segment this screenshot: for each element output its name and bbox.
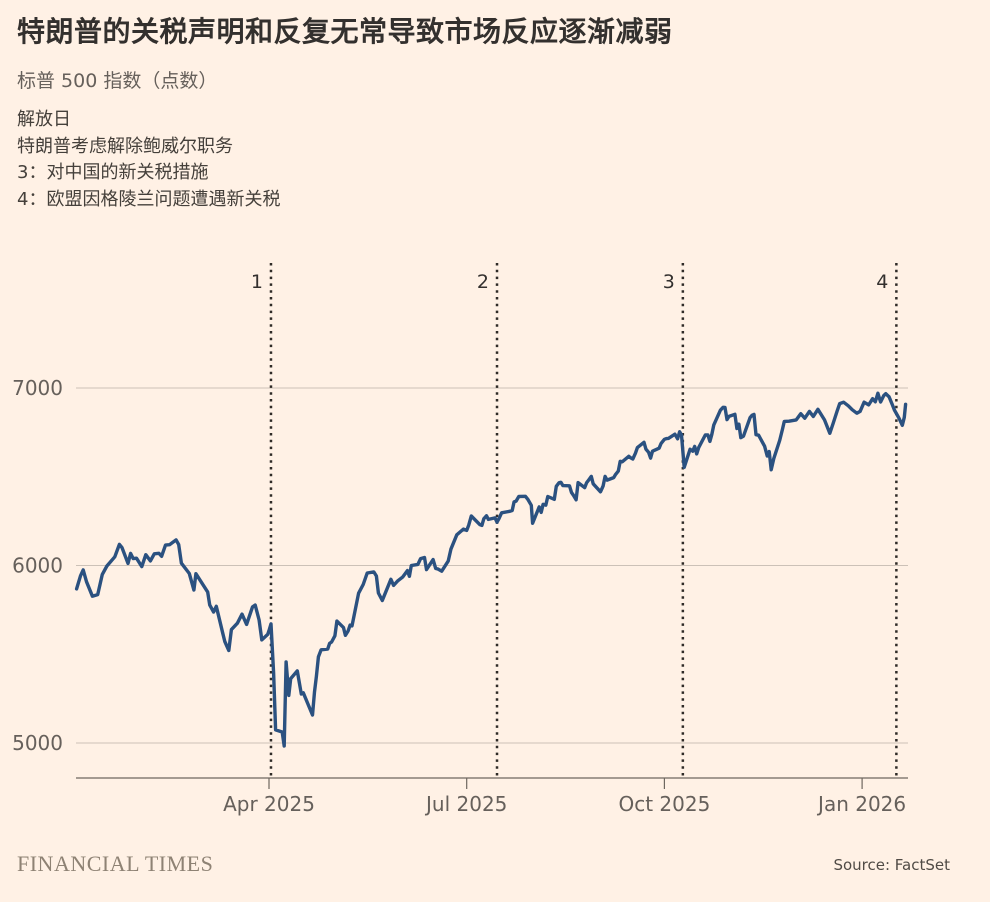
x-tick-label: Oct 2025 (618, 792, 710, 816)
source-label: Source: FactSet (833, 856, 950, 874)
y-tick-label-6000: 6000 (12, 554, 63, 578)
event-legend-line-4: 4：欧盟因格陵兰问题遭遇新关税 (17, 188, 281, 210)
event-number-2: 2 (477, 271, 489, 293)
price-line-sp500 (74, 391, 908, 748)
ft-wordmark: FINANCIAL TIMES (17, 851, 214, 876)
event-number-4: 4 (876, 271, 888, 293)
x-tick-label: Jul 2025 (424, 792, 507, 816)
chart-subtitle: 标普 500 指数（点数） (17, 70, 218, 92)
event-number-3: 3 (663, 271, 675, 293)
event-number-1: 1 (251, 271, 263, 293)
event-legend: 解放日 特朗普考虑解除鲍威尔职务 3：对中国的新关税措施 4：欧盟因格陵兰问题遭… (17, 107, 280, 213)
x-tick-label: Apr 2025 (223, 792, 315, 816)
y-tick-label-5000: 5000 (12, 731, 63, 755)
event-legend-line-2: 特朗普考虑解除鲍威尔职务 (17, 135, 233, 157)
event-legend-line-1: 解放日 (17, 109, 71, 130)
y-tick-label-7000: 7000 (12, 376, 63, 400)
event-legend-line-3: 3：对中国的新关税措施 (17, 162, 209, 183)
sp500-line-chart: 5000 6000 7000 Apr 2025 Jul 2025 Oct 2025 Jan … (12, 263, 908, 816)
x-tick-label: Jan 2026 (816, 792, 906, 816)
page-title: 特朗普的关税声明和反复无常导致市场反应逐渐减弱 (17, 15, 673, 48)
